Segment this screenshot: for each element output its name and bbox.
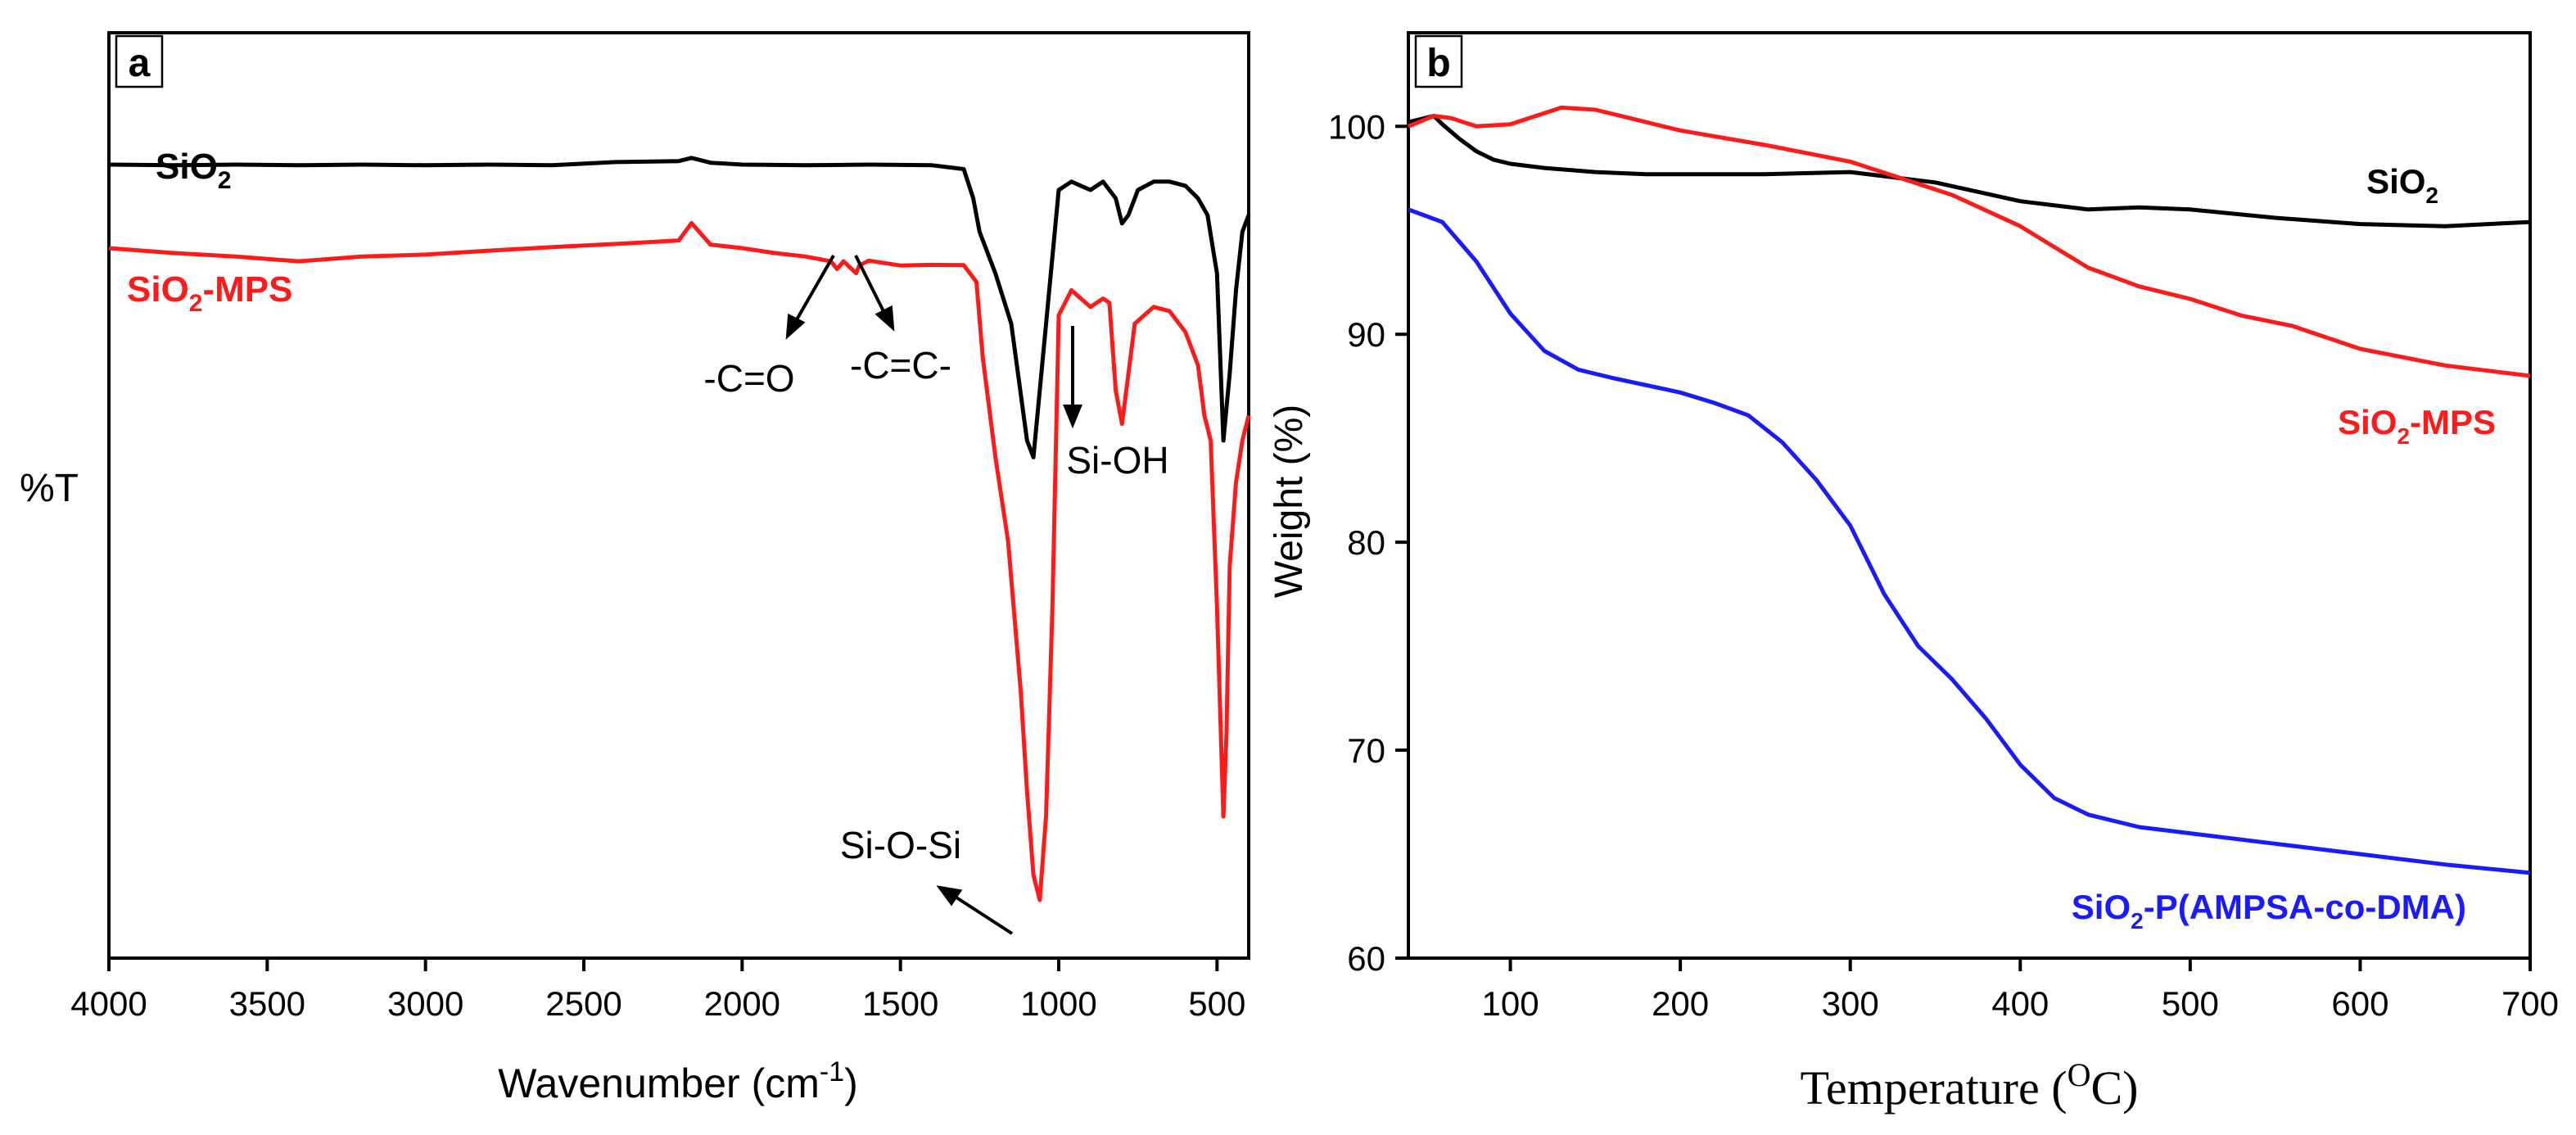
x-tick-label-a: 2500	[545, 984, 621, 1023]
x-tick-label-a: 4000	[70, 984, 147, 1023]
x-tick-label-a: 3500	[229, 984, 305, 1023]
panel-a-y-label: %T	[20, 467, 79, 510]
y-tick-label-b: 80	[1347, 523, 1385, 562]
x-tick-label-b: 600	[2331, 984, 2388, 1023]
series-line-b-0	[1408, 114, 2531, 228]
x-tick-label-b: 700	[2501, 984, 2559, 1023]
y-tick-label-b: 90	[1347, 315, 1385, 354]
panel-a-x-ticks: 4000 3500 3000 2500 2000 1500 1000 500	[70, 958, 1245, 1023]
series-line-a-0	[108, 156, 1251, 459]
y-tick-label-b: 70	[1347, 731, 1385, 770]
x-tick-label-a: 500	[1188, 984, 1245, 1023]
panel-b-label: b	[1426, 42, 1450, 85]
legend-label-sio2-p-b: SiO2-P(AMPSA-co-DMA)	[2072, 888, 2466, 934]
annotation-si-oh: Si-OH	[1066, 439, 1168, 482]
x-tick-label-b: 300	[1822, 984, 1879, 1023]
series-line-b-2	[1408, 207, 2531, 875]
series-line-b-1	[1408, 105, 2531, 378]
x-tick-label-b: 200	[1652, 984, 1709, 1023]
arrow-c-o	[794, 255, 835, 322]
panel-b-ticks: 100 200 300 400 500 600 700 60 70 80 90 100	[1328, 107, 2559, 1023]
y-tick-label-b: 60	[1347, 939, 1385, 978]
panel-b: b 100 200 300 400 500 600 700 60 70 80 90 100 Weigh…	[1268, 31, 2559, 1115]
legend-label-sio2-a: SiO2	[156, 147, 231, 194]
panel-b-y-label: Weight (%)	[1268, 405, 1311, 599]
panel-a-frame	[107, 31, 1250, 960]
legend-label-sio2-b: SiO2	[2366, 162, 2438, 208]
x-tick-label-b: 100	[1482, 984, 1539, 1023]
x-tick-label-a: 2000	[704, 984, 780, 1023]
legend-label-sio2-mps-a: SiO2-MPS	[127, 269, 292, 317]
arrow-c-c	[854, 255, 886, 314]
annotation-si-o-si: Si-O-Si	[840, 824, 961, 866]
panel-a: a 4000 3500 3000 2500 2000 1500 1000 500 %T Wav…	[20, 31, 1251, 1106]
annotation-c-o: -C=O	[703, 357, 794, 400]
x-tick-label-a: 1500	[862, 984, 938, 1023]
panel-a-label: a	[129, 42, 151, 85]
annotation-c-c: -C=C-	[850, 344, 951, 387]
annotation-arrows	[785, 255, 1082, 935]
x-tick-label-b: 400	[1991, 984, 2049, 1023]
arrow-si-o-si	[955, 896, 1014, 935]
legend-label-sio2-mps-b: SiO2-MPS	[2338, 403, 2496, 449]
arrow-head-c-o	[785, 313, 806, 340]
arrow-head-si-oh	[1063, 405, 1082, 429]
panel-a-label-box	[115, 34, 164, 88]
series-line-a-1	[108, 220, 1251, 902]
panel-b-label-box	[1414, 34, 1463, 88]
x-tick-label-a: 1000	[1020, 984, 1096, 1023]
arrow-head-si-o-si	[936, 885, 963, 907]
panel-a-x-label: Wavenumber (cm-1)	[498, 1056, 858, 1106]
panel-b-curves	[1408, 105, 2531, 875]
arrow-head-c-c	[874, 305, 895, 332]
panel-b-frame	[1407, 31, 2532, 960]
panel-b-x-label: Temperature (OC)	[1801, 1056, 2139, 1115]
y-tick-label-b: 100	[1328, 107, 1385, 146]
panel-a-curves	[108, 156, 1251, 902]
x-tick-label-b: 500	[2162, 984, 2219, 1023]
x-tick-label-a: 3000	[387, 984, 463, 1023]
